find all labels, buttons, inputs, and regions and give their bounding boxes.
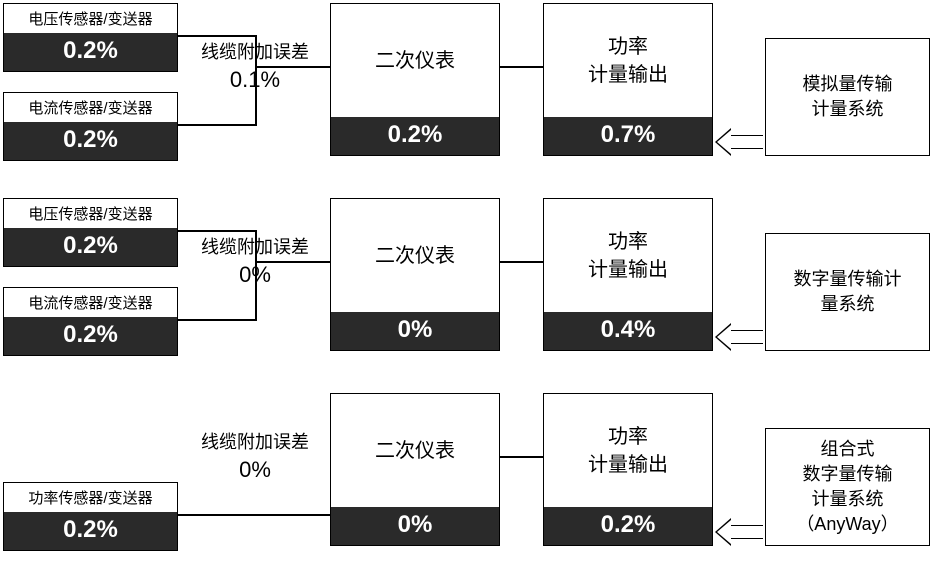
power-output-label: 功率计量输出	[544, 394, 712, 507]
secondary-meter-value: 0.2%	[331, 117, 499, 155]
arrow-shaft	[731, 135, 763, 149]
secondary-meter-label: 二次仪表	[331, 199, 499, 312]
conn-vertical	[255, 230, 257, 321]
row-2: 功率传感器/变送器0.2%线缆附加误差0%二次仪表0%功率计量输出0.2%组合式…	[0, 390, 935, 550]
sensor-box: 电流传感器/变送器0.2%	[3, 92, 178, 161]
power-output-value: 0.2%	[544, 507, 712, 545]
secondary-meter-box: 二次仪表0%	[330, 393, 500, 546]
sensor-label: 电压传感器/变送器	[4, 4, 177, 33]
conn-sensor-bot	[178, 124, 255, 126]
conn-sec-out	[500, 261, 543, 263]
power-output-value: 0.7%	[544, 117, 712, 155]
power-output-box: 功率计量输出0.4%	[543, 198, 713, 351]
sensor-value: 0.2%	[4, 122, 177, 160]
secondary-meter-label: 二次仪表	[331, 394, 499, 507]
cable-error-label: 线缆附加误差 0%	[185, 430, 325, 486]
system-box: 模拟量传输计量系统	[765, 38, 930, 156]
sensor-label: 功率传感器/变送器	[4, 483, 177, 512]
sensor-label: 电压传感器/变送器	[4, 199, 177, 228]
sensor-box: 电流传感器/变送器0.2%	[3, 287, 178, 356]
secondary-meter-value: 0%	[331, 312, 499, 350]
power-output-label: 功率计量输出	[544, 199, 712, 312]
cable-title: 线缆附加误差	[201, 432, 309, 452]
power-output-box: 功率计量输出0.2%	[543, 393, 713, 546]
sensor-box: 电压传感器/变送器0.2%	[3, 3, 178, 72]
conn-sensor-top	[178, 230, 255, 232]
secondary-meter-value: 0%	[331, 507, 499, 545]
sensor-value: 0.2%	[4, 512, 177, 550]
cable-value: 0%	[239, 457, 271, 482]
conn-sec-out	[500, 456, 543, 458]
conn-to-secondary	[255, 66, 330, 68]
power-output-box: 功率计量输出0.7%	[543, 3, 713, 156]
arrow-head	[715, 323, 731, 351]
system-box: 组合式数字量传输计量系统（AnyWay）	[765, 428, 930, 546]
secondary-meter-box: 二次仪表0.2%	[330, 3, 500, 156]
sensor-box: 功率传感器/变送器0.2%	[3, 482, 178, 551]
conn-sensor-bot	[178, 319, 255, 321]
row-1: 电压传感器/变送器0.2%电流传感器/变送器0.2%线缆附加误差0%二次仪表0%…	[0, 195, 935, 355]
sensor-label: 电流传感器/变送器	[4, 93, 177, 122]
sensor-label: 电流传感器/变送器	[4, 288, 177, 317]
power-output-value: 0.4%	[544, 312, 712, 350]
conn-sensor-top	[178, 35, 255, 37]
conn-sec-out	[500, 66, 543, 68]
conn-sensor-single	[178, 514, 330, 516]
arrow-shaft	[731, 330, 763, 344]
system-box: 数字量传输计量系统	[765, 233, 930, 351]
arrow-shaft	[731, 525, 763, 539]
secondary-meter-label: 二次仪表	[331, 4, 499, 117]
sensor-value: 0.2%	[4, 317, 177, 355]
sensor-value: 0.2%	[4, 33, 177, 71]
conn-vertical	[255, 35, 257, 126]
secondary-meter-box: 二次仪表0%	[330, 198, 500, 351]
arrow-head	[715, 128, 731, 156]
power-output-label: 功率计量输出	[544, 4, 712, 117]
sensor-box: 电压传感器/变送器0.2%	[3, 198, 178, 267]
arrow-head	[715, 518, 731, 546]
row-0: 电压传感器/变送器0.2%电流传感器/变送器0.2%线缆附加误差0.1%二次仪表…	[0, 0, 935, 160]
sensor-value: 0.2%	[4, 228, 177, 266]
conn-to-secondary	[255, 261, 330, 263]
